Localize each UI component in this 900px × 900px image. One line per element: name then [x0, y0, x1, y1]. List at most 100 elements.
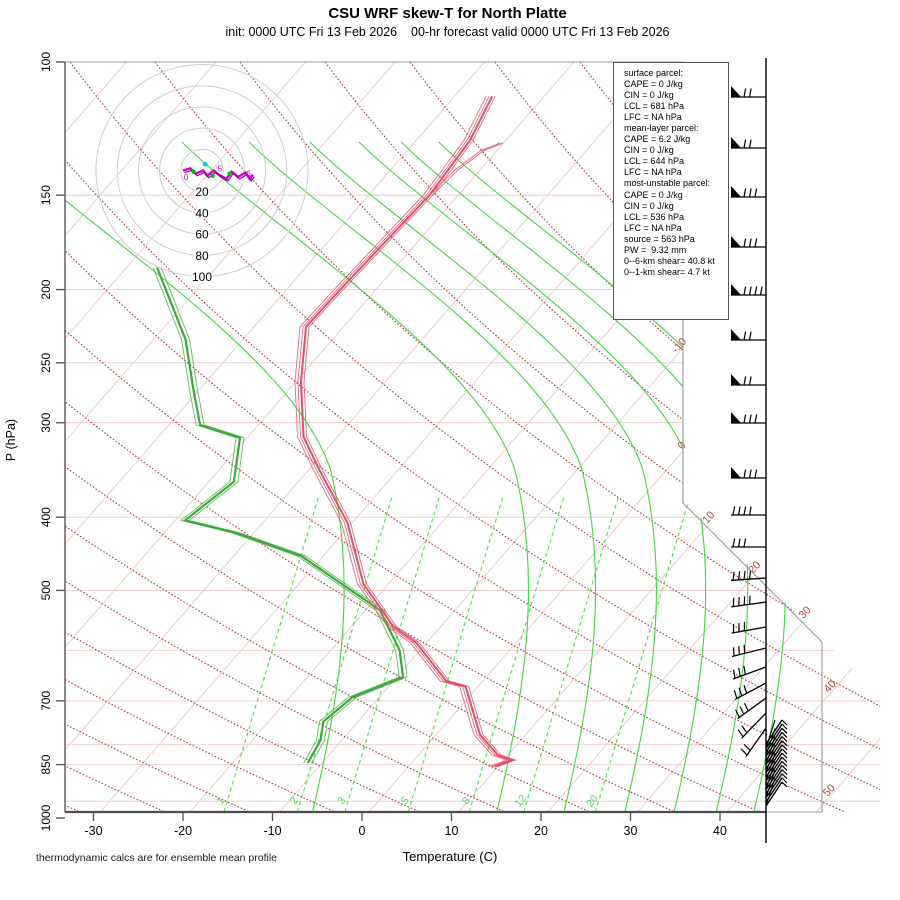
- isotherm-line: [189, 62, 843, 812]
- wind-barb-shaft: [731, 577, 767, 582]
- p-tick-label: 700: [39, 691, 53, 711]
- isotherm-label: 0: [676, 439, 689, 452]
- hodograph-ring-label: 100: [192, 270, 212, 284]
- wind-barb-shaft: [731, 647, 767, 658]
- wind-barb-tick: [743, 238, 747, 248]
- surface-barb: [765, 761, 776, 790]
- wind-barb-pennant: [731, 86, 741, 97]
- temperature-branch-trace: [429, 142, 501, 196]
- wind-barb-tick: [732, 506, 736, 516]
- wind-barb-shaft: [745, 727, 767, 758]
- surface-barb-tick: [781, 773, 788, 780]
- moist-adiabat-line: [65, 141, 345, 812]
- dry-adiabat-line: [65, 62, 591, 812]
- wind-barb-tick: [739, 706, 745, 715]
- dry-adiabat-line: [65, 62, 880, 812]
- temperature-branch-trace: [432, 142, 504, 196]
- hodograph-height-label: 0: [184, 173, 189, 182]
- wind-barb-tick: [732, 538, 736, 548]
- dry-adiabat-line: [154, 62, 880, 812]
- wind-barb: [731, 538, 766, 548]
- wind-barb-tick: [738, 667, 741, 677]
- wind-barb: [731, 86, 766, 98]
- surface-barb: [765, 769, 776, 798]
- wind-barb-pennant: [731, 412, 741, 423]
- wind-barb-tick: [738, 645, 740, 655]
- x-axis-title: Temperature (C): [402, 849, 498, 864]
- hodograph-height-label: 5: [218, 164, 223, 173]
- hodograph-ring: [180, 148, 224, 193]
- surface-barb: [765, 732, 783, 757]
- mixing-ratio-label: 20: [584, 793, 601, 810]
- p-tick-label: 500: [39, 580, 53, 600]
- dry-adiabat-line: [65, 62, 761, 812]
- surface-barb: [765, 736, 776, 765]
- wind-barb: [731, 595, 767, 608]
- isotherm-line: [279, 62, 880, 812]
- mixing-ratio-label: 3: [335, 795, 348, 807]
- surface-barb-tick: [781, 769, 788, 776]
- wind-barb-shaft: [734, 682, 767, 701]
- isotherm-line: [65, 62, 485, 812]
- info-line: LCL = 644 hPa: [624, 156, 684, 167]
- surface-barb-tick: [781, 719, 788, 726]
- wind-barb-tick: [743, 644, 746, 654]
- hodograph-ring: [137, 106, 267, 235]
- wind-barb-tick: [748, 286, 752, 296]
- wind-barb-tick: [732, 669, 736, 679]
- wind-barb: [731, 570, 767, 582]
- hodograph-ring: [159, 127, 245, 214]
- wind-barb-shaft: [731, 601, 767, 608]
- wind-barb-pennant: [731, 137, 741, 148]
- mixing-ratio-label: 5: [399, 795, 412, 807]
- temp-tick-label: -10: [263, 824, 281, 838]
- wind-barb-tick: [754, 414, 758, 424]
- temp-tick-label: 40: [713, 824, 727, 838]
- wind-barb-tick: [743, 414, 747, 424]
- info-line: CIN = 0 J/kg: [624, 200, 674, 211]
- wind-barb-tick: [735, 709, 740, 718]
- info-line: CAPE = 0 J/kg: [624, 189, 683, 200]
- surface-barb: [765, 756, 783, 782]
- info-line: CAPE = 6.2 J/kg: [624, 134, 691, 145]
- info-line: mean-layer parcel:: [624, 123, 699, 134]
- wind-barb-tick: [743, 570, 746, 580]
- wind-barb: [731, 622, 767, 634]
- wind-barb-tick: [743, 684, 748, 694]
- wind-barb-tick: [743, 331, 747, 341]
- wind-barb-pennant: [731, 284, 741, 295]
- info-line: PW = 9.32 mm: [624, 244, 687, 255]
- p-tick-label: 100: [39, 52, 53, 72]
- temperature-trace: [299, 95, 516, 768]
- wind-barb-shaft: [737, 697, 767, 720]
- temperature-member-trace: [303, 96, 518, 768]
- temp-tick-label: -20: [174, 824, 192, 838]
- wind-barb-tick: [748, 188, 752, 198]
- wind-barb: [731, 644, 767, 658]
- wind-barb-tick: [743, 743, 751, 751]
- isotherm-line: [816, 62, 880, 812]
- wind-barb-tick: [738, 687, 743, 697]
- wind-barb-shaft: [741, 712, 767, 739]
- isotherm-line: [65, 62, 575, 812]
- surface-barb: [765, 744, 776, 774]
- surface-barb-tick: [781, 777, 788, 784]
- mixing-ratio-line: [344, 494, 441, 812]
- p-tick-label: 400: [39, 507, 53, 527]
- surface-barb: [765, 765, 783, 790]
- surface-barb: [765, 719, 776, 749]
- temperature-member-trace: [297, 96, 512, 768]
- isotherm-line: [65, 62, 396, 812]
- info-line: 0--1-km shear= 4.7 kt: [624, 266, 710, 277]
- moist-adiabat-line: [358, 141, 707, 812]
- sounding-traces: [152, 95, 518, 768]
- wind-barb-tick: [741, 725, 748, 734]
- mixing-ratio-line: [223, 494, 320, 812]
- mixing-ratio-label: 2: [288, 795, 301, 807]
- dry-adiabat-line: [65, 62, 676, 812]
- wind-barb: [731, 329, 766, 341]
- wind-barb-tick: [743, 139, 747, 149]
- mixing-ratio-line: [468, 494, 565, 812]
- wind-barb: [731, 506, 766, 516]
